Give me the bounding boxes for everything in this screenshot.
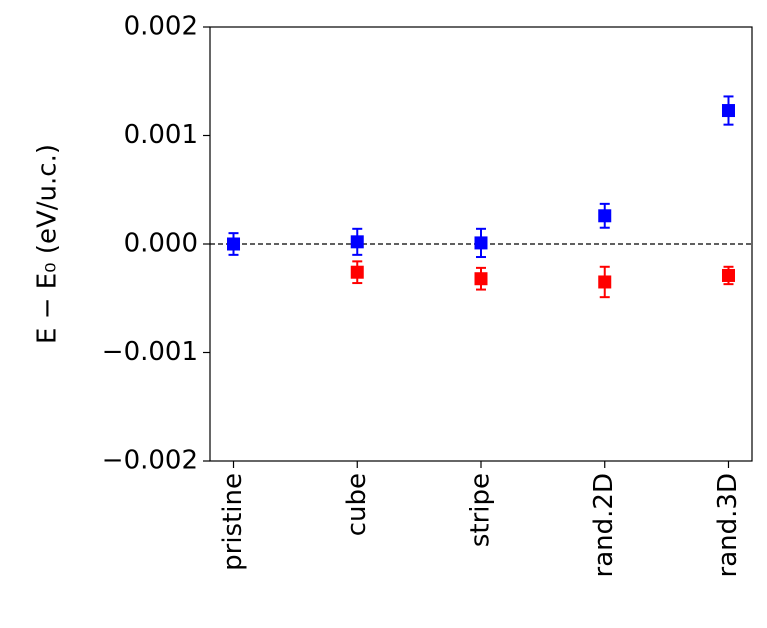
marker (350, 265, 364, 279)
y-tick-label: 0.001 (124, 120, 198, 150)
x-tick-label: rand.3D (713, 473, 743, 577)
marker (474, 236, 488, 250)
x-tick-label: pristine (218, 473, 248, 571)
x-tick-label: cube (342, 473, 372, 536)
marker (598, 275, 612, 289)
y-tick-label: −0.002 (102, 446, 198, 476)
marker (350, 235, 364, 249)
marker (598, 209, 612, 223)
marker (721, 104, 735, 118)
y-tick-label: −0.001 (102, 337, 198, 367)
y-axis-label: E − E₀ (eV/u.c.) (33, 144, 63, 344)
marker (474, 272, 488, 286)
y-tick-label: 0.000 (124, 229, 198, 259)
x-tick-label: rand.2D (589, 473, 619, 577)
x-tick-label: stripe (466, 473, 496, 547)
y-tick-label: 0.002 (124, 12, 198, 42)
marker (721, 268, 735, 282)
marker (227, 237, 241, 251)
